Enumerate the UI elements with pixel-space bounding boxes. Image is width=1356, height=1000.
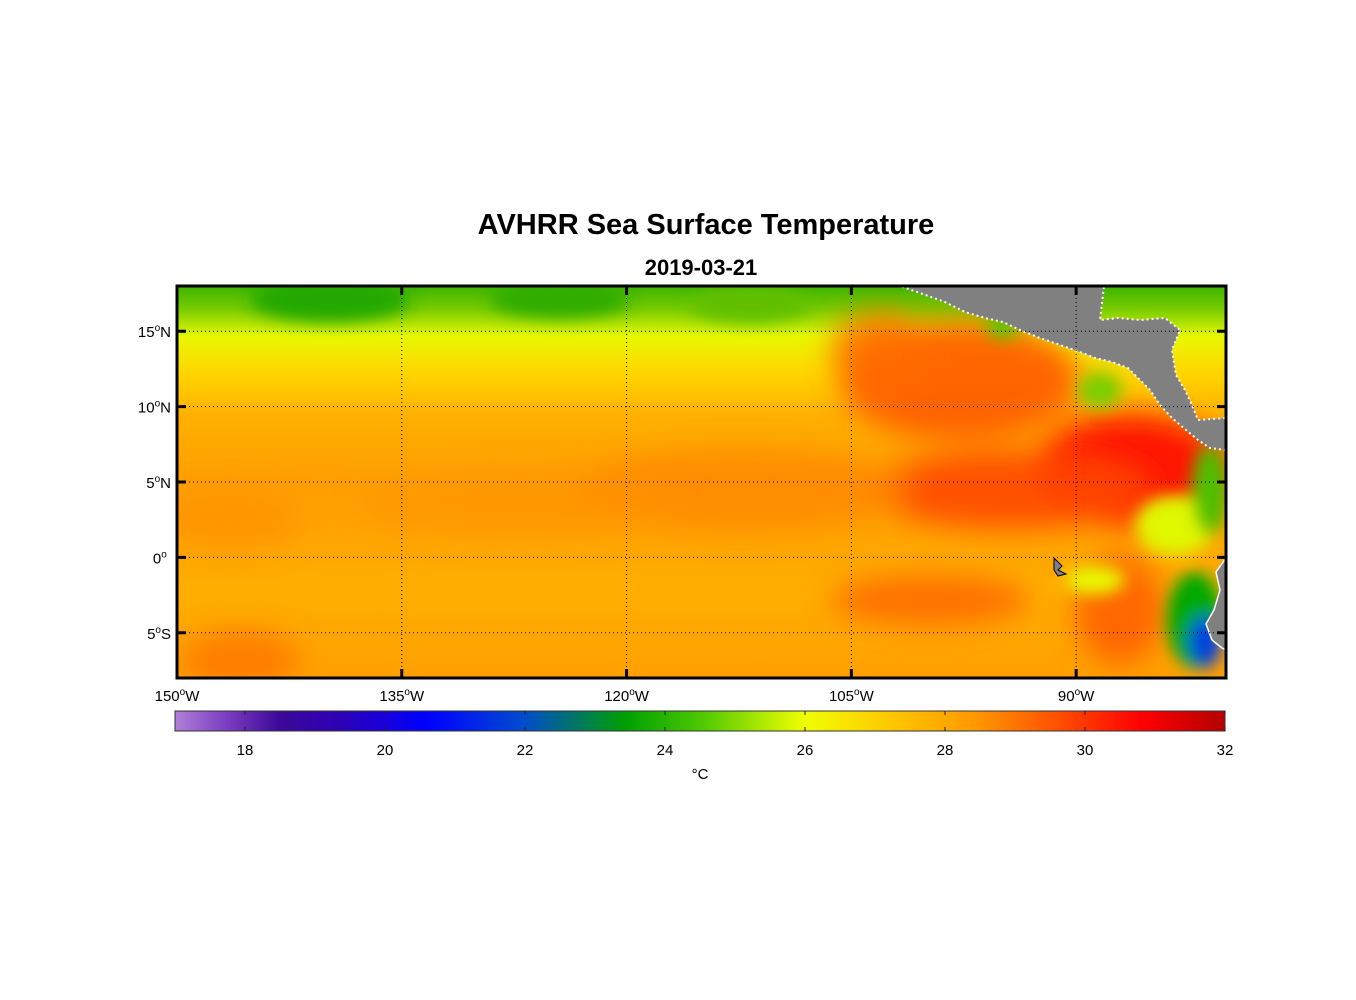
sst-cool-anomalies bbox=[250, 286, 1226, 668]
x-tick-labels: 150oW 135oW 120oW 105oW 90oW bbox=[155, 687, 1096, 705]
y-tick-label-5N: 5oN bbox=[146, 474, 171, 492]
colorbar-ramp bbox=[174, 710, 1226, 732]
colorbar-tick-label-18: 18 bbox=[237, 742, 254, 759]
galapagos-land bbox=[1053, 556, 1068, 577]
colorbar-tick-label-28: 28 bbox=[937, 742, 954, 759]
colorbar-ticks: 18 20 22 24 26 28 30 32 bbox=[237, 711, 1234, 759]
colorbar-tick-label-24: 24 bbox=[657, 742, 674, 759]
colorbar-tick-label-22: 22 bbox=[517, 742, 534, 759]
colorbar-tick-label-30: 30 bbox=[1077, 742, 1094, 759]
central-america-land bbox=[899, 286, 1226, 452]
y-tick-label-5S: 5oS bbox=[147, 625, 171, 643]
sst-warm-anomalies bbox=[177, 310, 1225, 678]
x-tick-label-135W: 135oW bbox=[379, 687, 425, 705]
y-tick-label-15N: 15oN bbox=[138, 323, 171, 341]
y-tick-label-10N: 10oN bbox=[138, 399, 171, 417]
x-tick-label-150W: 150oW bbox=[155, 687, 201, 705]
x-tick-label-120W: 120oW bbox=[604, 687, 650, 705]
y-tick-labels: 15oN 10oN 5oN 0o 5oS bbox=[138, 323, 171, 643]
colorbar-tick-label-32: 32 bbox=[1217, 742, 1234, 759]
colorbar-tick-label-26: 26 bbox=[797, 742, 814, 759]
gridlines bbox=[177, 286, 1226, 678]
colorbar-unit: °C bbox=[692, 766, 709, 783]
chart-subtitle: 2019-03-21 bbox=[645, 255, 758, 280]
sst-field bbox=[177, 286, 1226, 678]
colorbar: 18 20 22 24 26 28 30 32 °C bbox=[174, 710, 1234, 783]
map-frame bbox=[175, 284, 1228, 680]
land bbox=[899, 286, 1226, 651]
x-tick-label-90W: 90oW bbox=[1058, 687, 1095, 705]
chart-title: AVHRR Sea Surface Temperature bbox=[478, 209, 935, 241]
x-tick-label-105W: 105oW bbox=[829, 687, 875, 705]
colorbar-tick-label-20: 20 bbox=[377, 742, 394, 759]
y-tick-label-0: 0o bbox=[153, 549, 171, 567]
